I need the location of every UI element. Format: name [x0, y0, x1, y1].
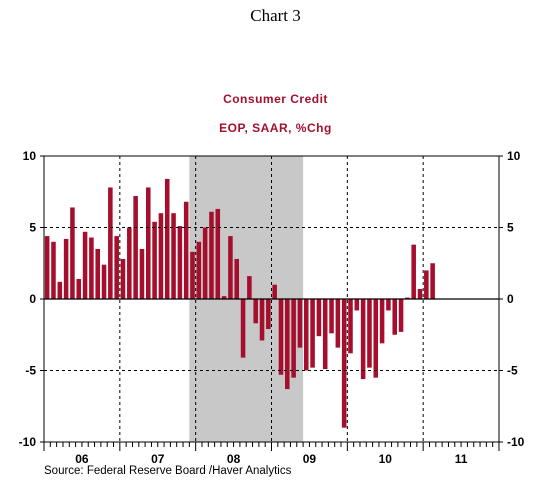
- x-tick-label: 06: [75, 452, 89, 466]
- bar: [120, 258, 126, 299]
- bar: [152, 221, 157, 299]
- bar: [386, 299, 391, 311]
- y-tick-label-left: -5: [25, 364, 36, 378]
- source-note: Source: Federal Reserve Board /Haver Ana…: [44, 465, 292, 477]
- y-tick-label-left: -10: [19, 435, 37, 449]
- bar: [139, 248, 145, 299]
- bar: [392, 299, 398, 335]
- bar: [221, 296, 227, 299]
- bar: [322, 299, 328, 370]
- bar: [209, 211, 214, 299]
- bar: [89, 237, 94, 299]
- bar: [108, 187, 113, 299]
- x-tick-label: 09: [303, 452, 317, 466]
- x-tick-label: 10: [379, 452, 393, 466]
- y-tick-label-right: -5: [507, 364, 518, 378]
- bar: [360, 299, 366, 380]
- y-tick-label-right: 5: [507, 221, 514, 235]
- bar: [82, 231, 88, 299]
- bar: [379, 299, 385, 344]
- bar: [341, 299, 347, 428]
- y-tick-label-right: 10: [507, 149, 521, 163]
- bar: [348, 299, 353, 354]
- bar: [95, 248, 100, 299]
- bar: [76, 278, 82, 299]
- bar: [164, 178, 170, 299]
- bar: [297, 299, 303, 348]
- bar: [51, 241, 56, 299]
- bar: [215, 208, 221, 299]
- bar: [171, 213, 176, 299]
- bar: [196, 241, 202, 299]
- bar: [114, 236, 119, 299]
- bar: [133, 196, 138, 299]
- bar: [158, 213, 164, 299]
- bar: [240, 299, 246, 358]
- bar: [310, 299, 315, 368]
- bar: [259, 299, 265, 341]
- bar: [70, 207, 75, 299]
- bar: [63, 238, 69, 299]
- bar: [367, 299, 372, 368]
- x-tick-label: 08: [227, 452, 241, 466]
- bar: [202, 227, 208, 299]
- bar: [373, 299, 379, 378]
- y-tick-label-left: 10: [23, 149, 37, 163]
- bar: [335, 299, 341, 348]
- bar: [417, 288, 423, 299]
- y-tick-label-right: -10: [507, 435, 525, 449]
- bar: [57, 281, 63, 299]
- bar: [127, 227, 132, 299]
- x-tick-label: 11: [455, 452, 468, 466]
- y-tick-label-left: 0: [29, 292, 36, 306]
- bar: [228, 236, 233, 299]
- bar: [285, 299, 290, 390]
- bar: [316, 299, 322, 337]
- bar: [291, 299, 296, 378]
- bar: [234, 258, 240, 299]
- bar: [44, 236, 50, 299]
- bar: [398, 299, 404, 332]
- bar: [253, 299, 258, 324]
- bar: [354, 299, 360, 311]
- y-tick-label-left: 5: [29, 221, 36, 235]
- chart-subtitle: EOP, SAAR, %Chg: [219, 121, 332, 135]
- bar: [177, 226, 183, 299]
- bar: [247, 276, 252, 299]
- chart-heading: Chart 3: [250, 6, 301, 25]
- bar: [430, 263, 435, 299]
- bar: [278, 299, 284, 375]
- x-tick-label: 07: [151, 452, 165, 466]
- bar: [329, 299, 334, 334]
- bars-layer: [44, 178, 435, 428]
- bar: [183, 201, 189, 299]
- chart-title: Consumer Credit: [223, 92, 328, 106]
- bar: [190, 251, 195, 299]
- bar: [411, 244, 416, 299]
- bar: [303, 299, 309, 371]
- bar: [272, 284, 277, 299]
- bar: [405, 297, 410, 299]
- bar: [266, 299, 271, 330]
- bar: [145, 187, 151, 299]
- axes-layer: -10 -10 -5 -5 0 0 5 5 10 10 06 07 08 09 10 11: [19, 149, 525, 466]
- bar: [101, 264, 107, 299]
- y-tick-label-right: 0: [507, 292, 514, 306]
- grid-layer: [44, 156, 499, 442]
- bar: [424, 270, 429, 299]
